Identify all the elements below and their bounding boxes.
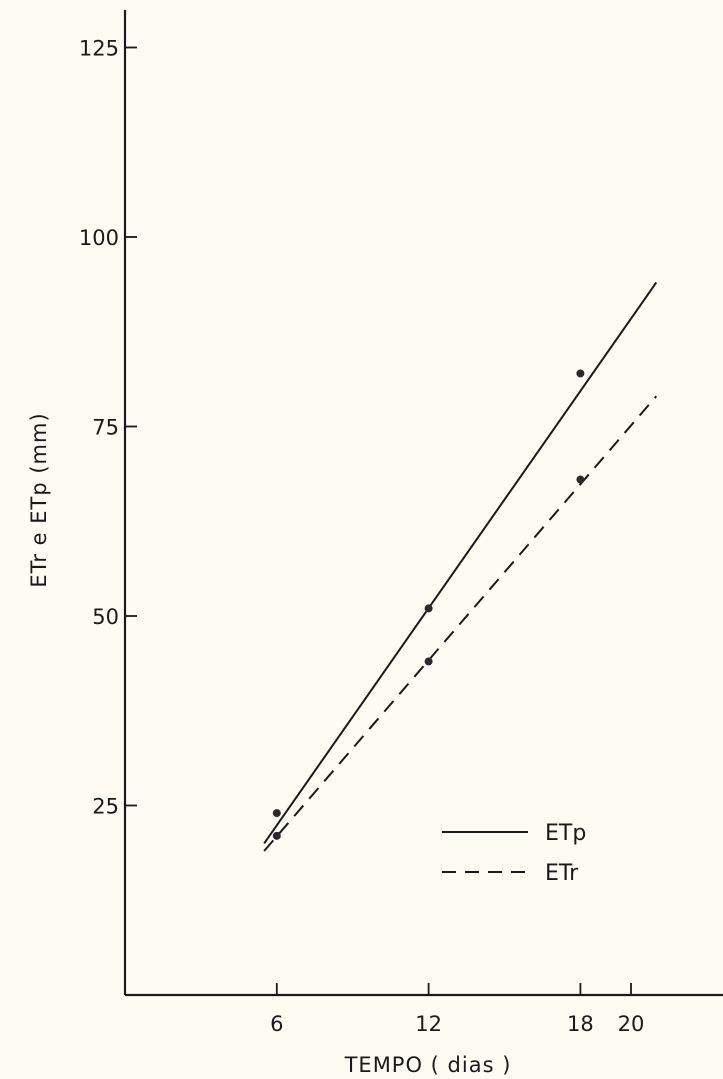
y-tick-label: 25 — [92, 795, 119, 819]
legend-label-etr: ETr — [545, 861, 579, 886]
y-axis-title: ETr e ETp (mm) — [27, 412, 51, 587]
data-point-etr — [272, 831, 281, 840]
x-tick-label: 20 — [618, 1012, 645, 1036]
series-line-etp — [263, 281, 658, 844]
y-tick-label: 125 — [79, 37, 119, 61]
data-point-etr — [424, 657, 433, 666]
data-point-etp — [576, 369, 585, 378]
axes — [123, 10, 723, 997]
x-ticks: 6 12 18 20 — [270, 983, 644, 1036]
x-tick-label: 6 — [270, 1012, 283, 1036]
series-line-etr — [263, 395, 658, 852]
series-layer — [263, 281, 658, 852]
legend-label-etp: ETp — [545, 821, 586, 846]
legend: ETp ETr — [442, 821, 586, 886]
x-tick-label: 12 — [415, 1012, 442, 1036]
y-tick-label: 100 — [79, 226, 119, 250]
points-layer — [272, 369, 585, 840]
y-tick-label: 75 — [92, 416, 119, 440]
data-point-etp — [272, 809, 281, 818]
x-axis-title: TEMPO ( dias ) — [344, 1053, 512, 1077]
y-tick-label: 50 — [92, 605, 119, 629]
y-ticks: 25 50 75 100 125 — [79, 37, 137, 819]
x-tick-label: 18 — [567, 1012, 594, 1036]
data-point-etr — [576, 475, 585, 484]
data-point-etp — [424, 604, 433, 613]
